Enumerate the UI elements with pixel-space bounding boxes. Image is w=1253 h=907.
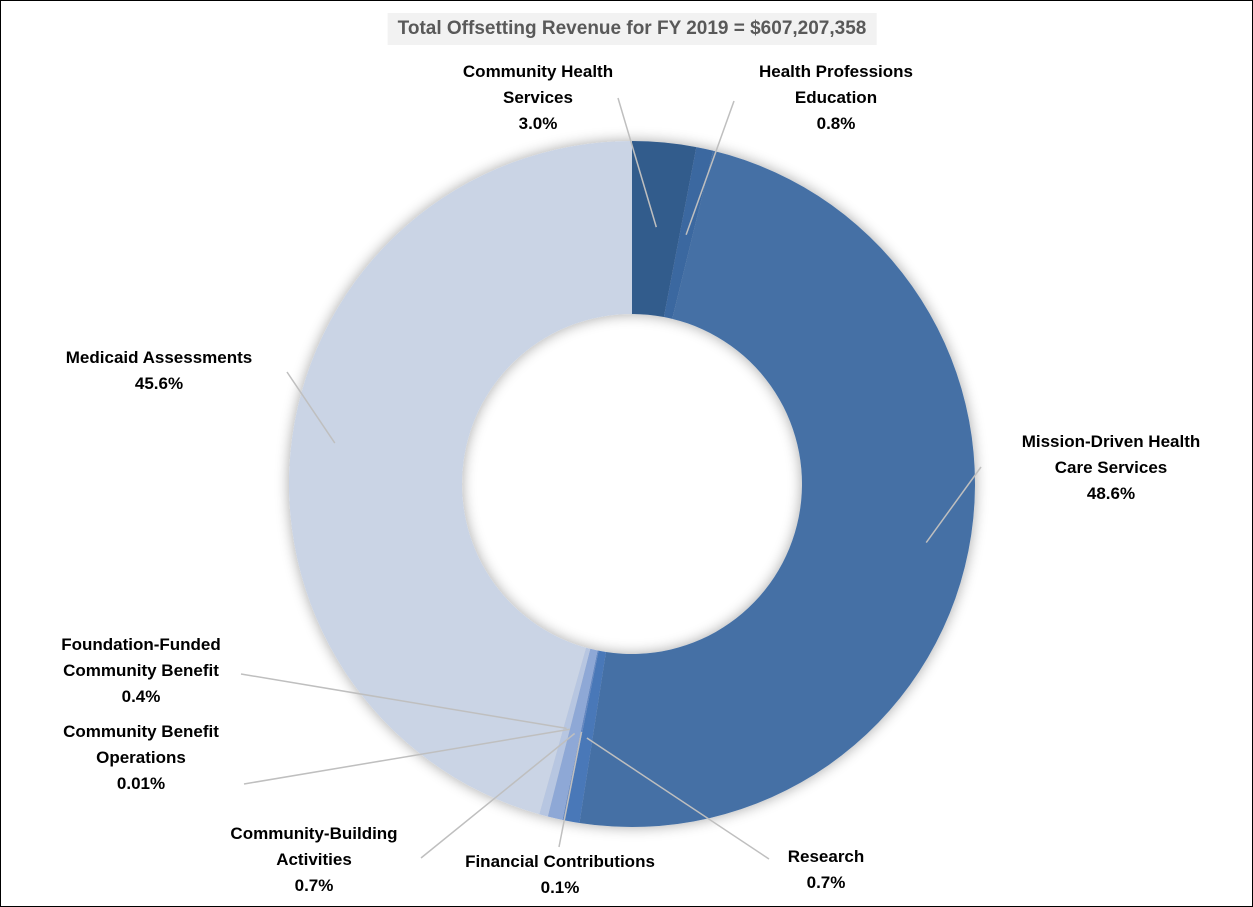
donut bbox=[289, 141, 976, 828]
category-name: Foundation-Funded Community Benefit bbox=[61, 635, 221, 680]
donut-slice bbox=[632, 141, 697, 318]
donut-slice bbox=[663, 147, 714, 319]
slice-label: Financial Contributions 0.1% bbox=[440, 849, 680, 901]
slice-label: Community Benefit Operations 0.01% bbox=[54, 719, 229, 797]
leader-line bbox=[617, 97, 658, 228]
category-name: Community Benefit Operations bbox=[63, 722, 219, 767]
leader-line bbox=[243, 728, 570, 785]
category-name: Community Health Services bbox=[462, 62, 614, 107]
leader-line bbox=[586, 737, 770, 860]
slice-label: Community-Building Activities 0.7% bbox=[219, 821, 409, 899]
chart-title: Total Offsetting Revenue for FY 2019 = $… bbox=[387, 13, 877, 45]
value-label: 0.1% bbox=[540, 878, 580, 897]
donut-slice bbox=[547, 648, 591, 817]
value-label: 0.4% bbox=[121, 687, 161, 706]
slice-label: Mission-Driven Health Care Services 48.6% bbox=[1006, 429, 1216, 507]
value-label: 45.6% bbox=[134, 374, 184, 393]
slice-label: Health Professions Education 0.8% bbox=[749, 59, 924, 137]
donut-slice bbox=[579, 150, 976, 828]
leader-line bbox=[240, 673, 567, 730]
leader-line bbox=[286, 371, 336, 444]
category-name: Research bbox=[787, 847, 865, 866]
donut-slice bbox=[564, 650, 606, 823]
value-label: 0.7% bbox=[806, 873, 846, 892]
category-name: Health Professions Education bbox=[759, 62, 913, 107]
value-label: 0.01% bbox=[116, 774, 166, 793]
leader-lines bbox=[240, 97, 982, 860]
slice-label: Medicaid Assessments 45.6% bbox=[29, 345, 289, 397]
category-name: Medicaid Assessments bbox=[65, 348, 253, 367]
category-name: Mission-Driven Health Care Services bbox=[1021, 432, 1201, 477]
value-label: 0.7% bbox=[294, 876, 334, 895]
leader-line bbox=[685, 100, 735, 236]
value-label: 3.0% bbox=[518, 114, 558, 133]
donut-slice bbox=[289, 141, 632, 815]
value-label: 48.6% bbox=[1086, 484, 1136, 503]
leader-line bbox=[925, 466, 982, 543]
slice-label: Foundation-Funded Community Benefit 0.4% bbox=[54, 632, 229, 710]
donut-slice bbox=[539, 647, 591, 817]
category-name: Community-Building Activities bbox=[230, 824, 398, 869]
leader-line bbox=[420, 732, 576, 859]
category-name: Financial Contributions bbox=[465, 852, 655, 871]
value-label: 0.8% bbox=[816, 114, 856, 133]
slice-label: Research 0.7% bbox=[771, 844, 881, 896]
leader-line bbox=[558, 731, 583, 848]
slice-label: Community Health Services 3.0% bbox=[451, 59, 626, 137]
